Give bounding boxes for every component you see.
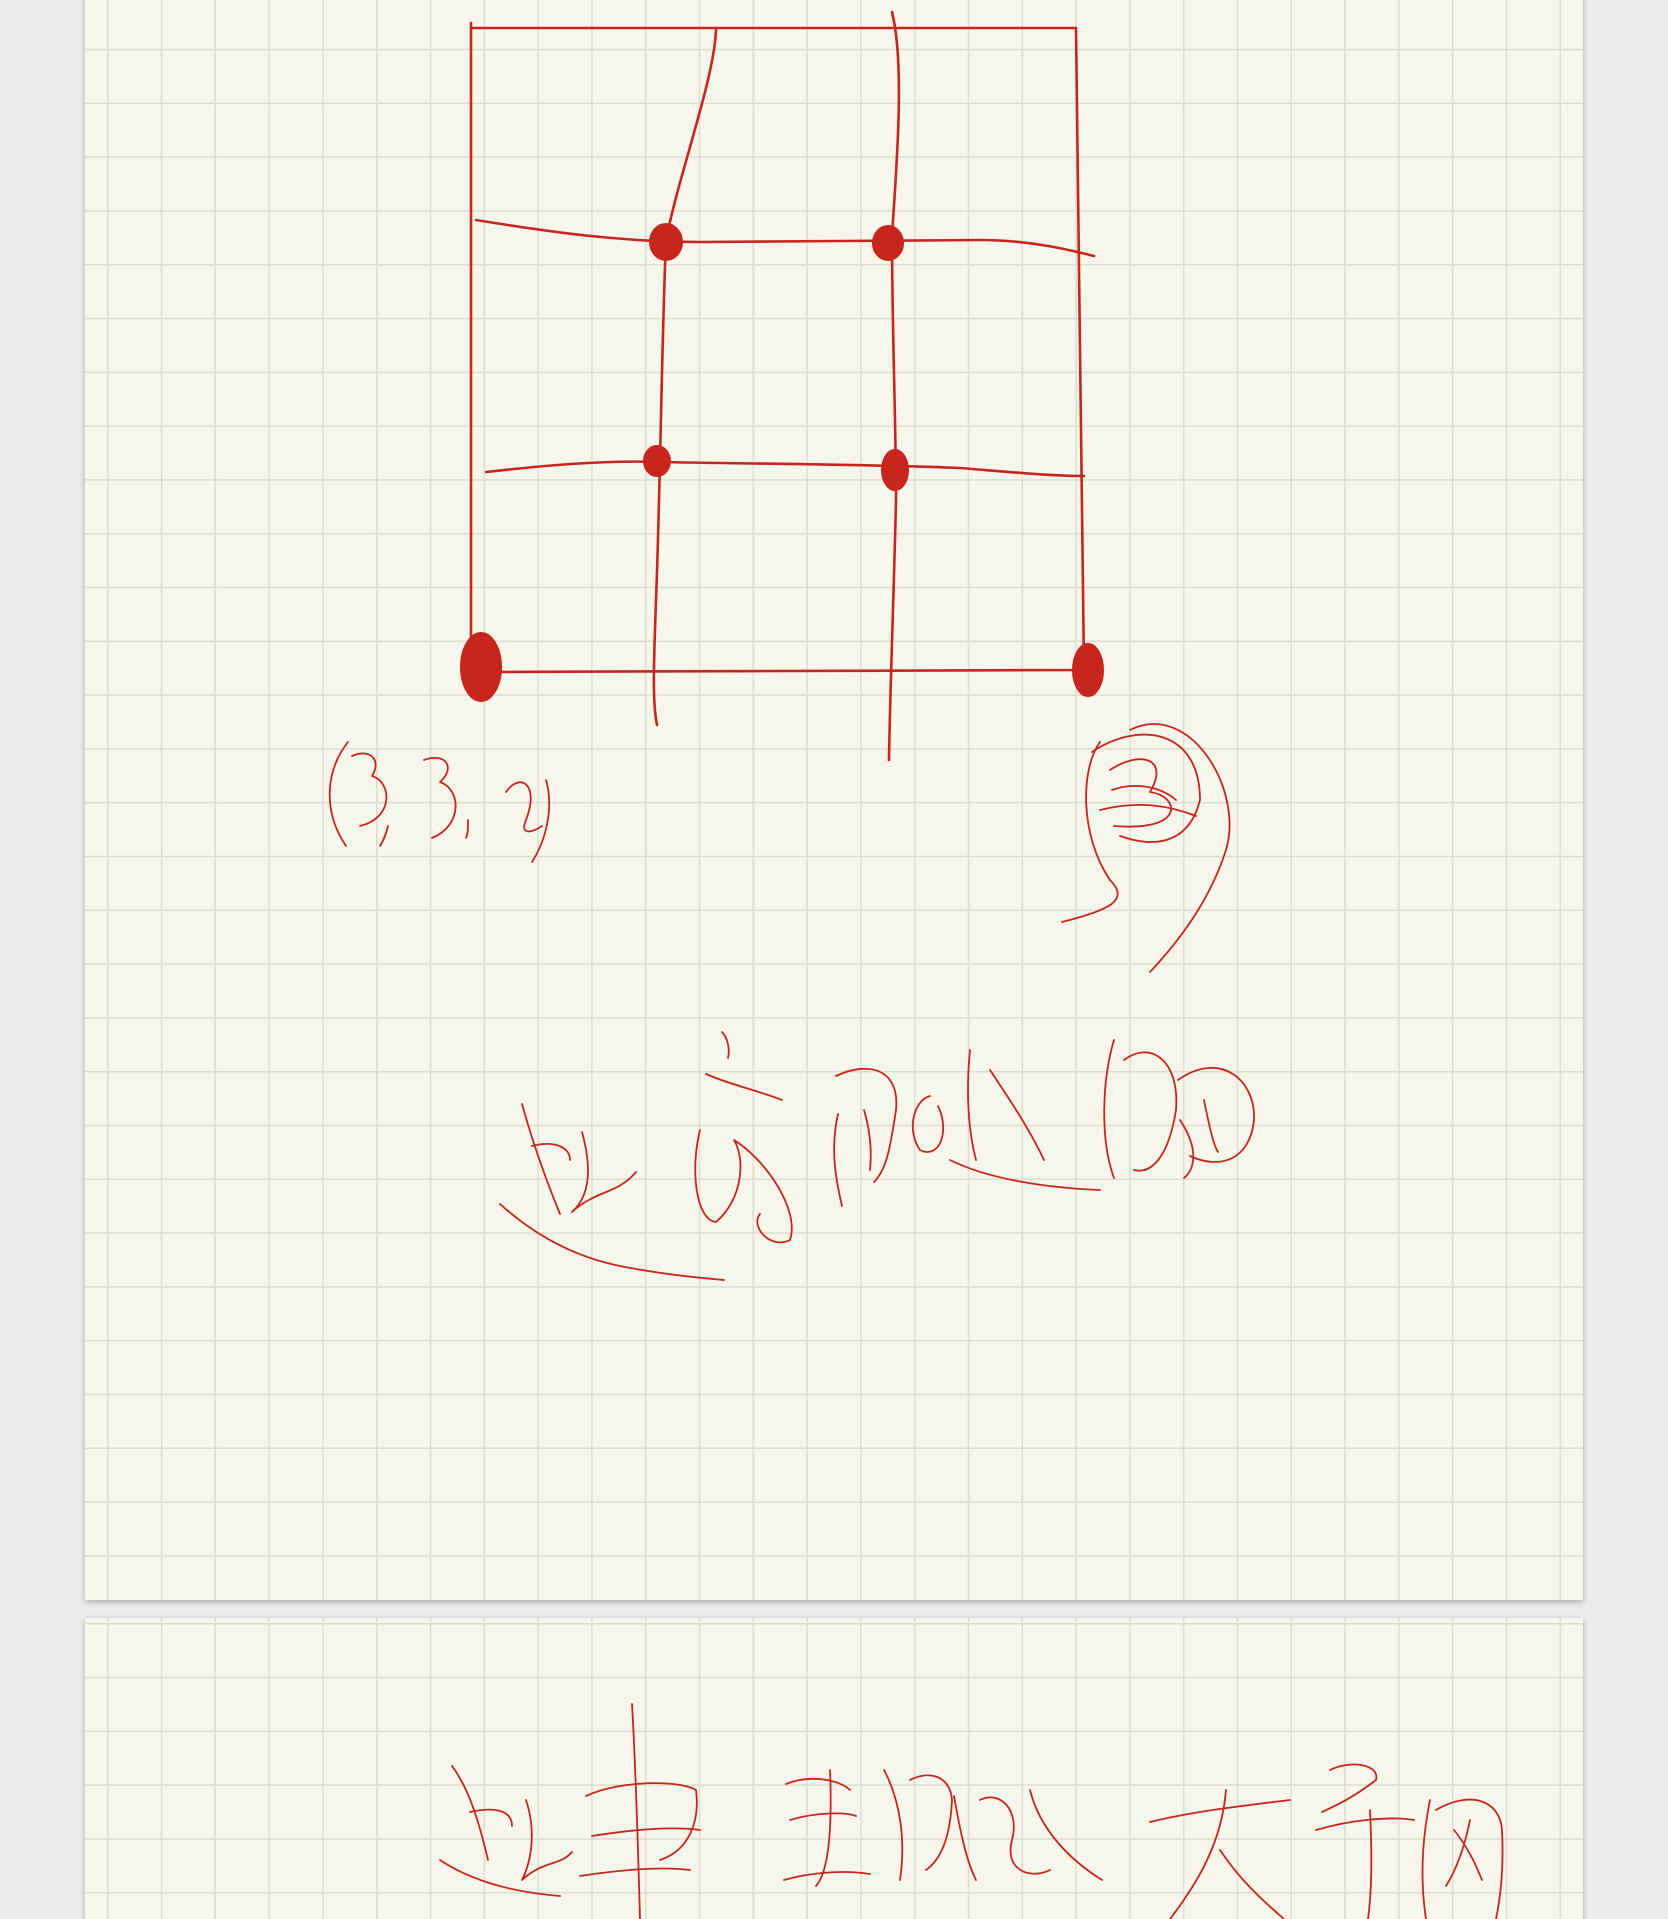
handwriting-transcription: (3,3,2) 3 选后的路例 选事 手机级 大于例: [0, 0, 1, 1]
notebook-page-1[interactable]: [85, 0, 1583, 1600]
notebook-page-2[interactable]: [85, 1618, 1583, 1919]
coordinate-label: (3,3,2): [0, 0, 1, 1]
